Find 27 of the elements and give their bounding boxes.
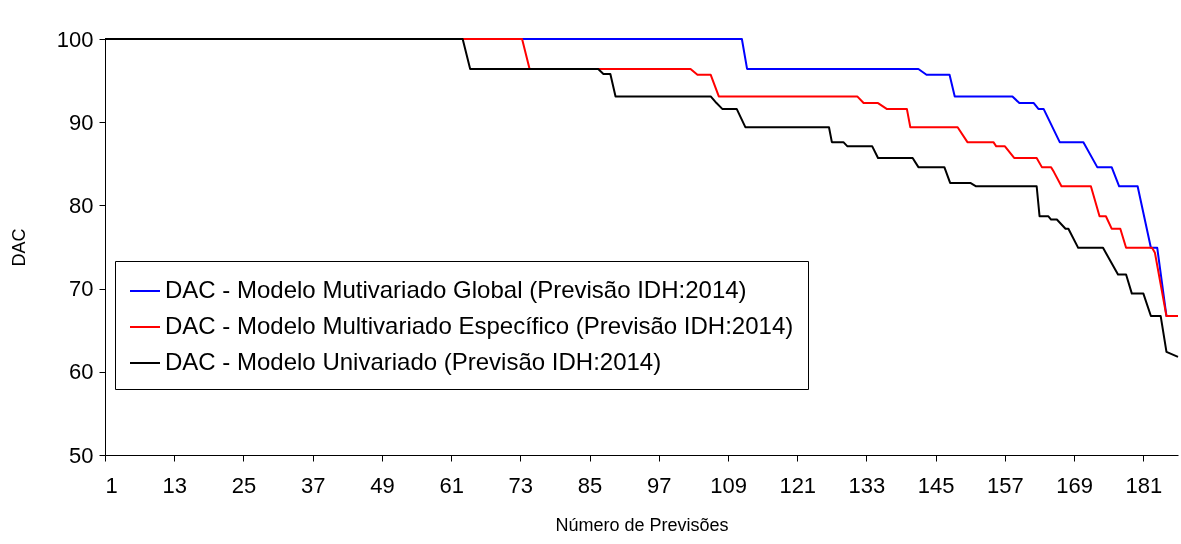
y-axis-title: DAC <box>8 228 29 267</box>
x-axis-title: Número de Previsões <box>555 514 729 535</box>
x-tick-label: 109 <box>710 472 747 498</box>
legend-label: DAC - Modelo Univariado (Previsão IDH:2014) <box>165 348 662 375</box>
x-tick-label: 121 <box>779 472 817 498</box>
y-tick-label: 90 <box>69 109 94 135</box>
y-tick-label: 100 <box>56 26 94 52</box>
x-tick-label: 133 <box>848 472 886 498</box>
x-tick-label: 97 <box>647 472 672 498</box>
x-tick-label: 37 <box>300 472 326 498</box>
x-tick-label: 145 <box>917 472 955 498</box>
x-tick-label: 1 <box>105 472 118 498</box>
x-tick-label: 181 <box>1125 472 1163 498</box>
x-tick-label: 49 <box>370 472 395 498</box>
legend-label: DAC - Modelo Mutivariado Global (Previsão IDH:2014) <box>165 276 747 303</box>
y-tick-label: 60 <box>69 359 94 385</box>
y-tick-label: 50 <box>69 442 94 468</box>
x-tick-label: 73 <box>508 472 534 498</box>
x-tick-label: 85 <box>577 472 603 498</box>
x-tick-label: 61 <box>439 472 464 498</box>
x-tick-label: 157 <box>987 472 1024 498</box>
legend-label: DAC - Modelo Multivariado Específico (Previsão IDH:2014) <box>165 312 794 339</box>
x-tick-label: 169 <box>1056 472 1094 498</box>
x-tick-label: 13 <box>162 472 187 498</box>
y-tick-label: 70 <box>69 276 94 302</box>
x-tick-label: 25 <box>231 472 257 498</box>
y-tick-label: 80 <box>69 192 94 218</box>
